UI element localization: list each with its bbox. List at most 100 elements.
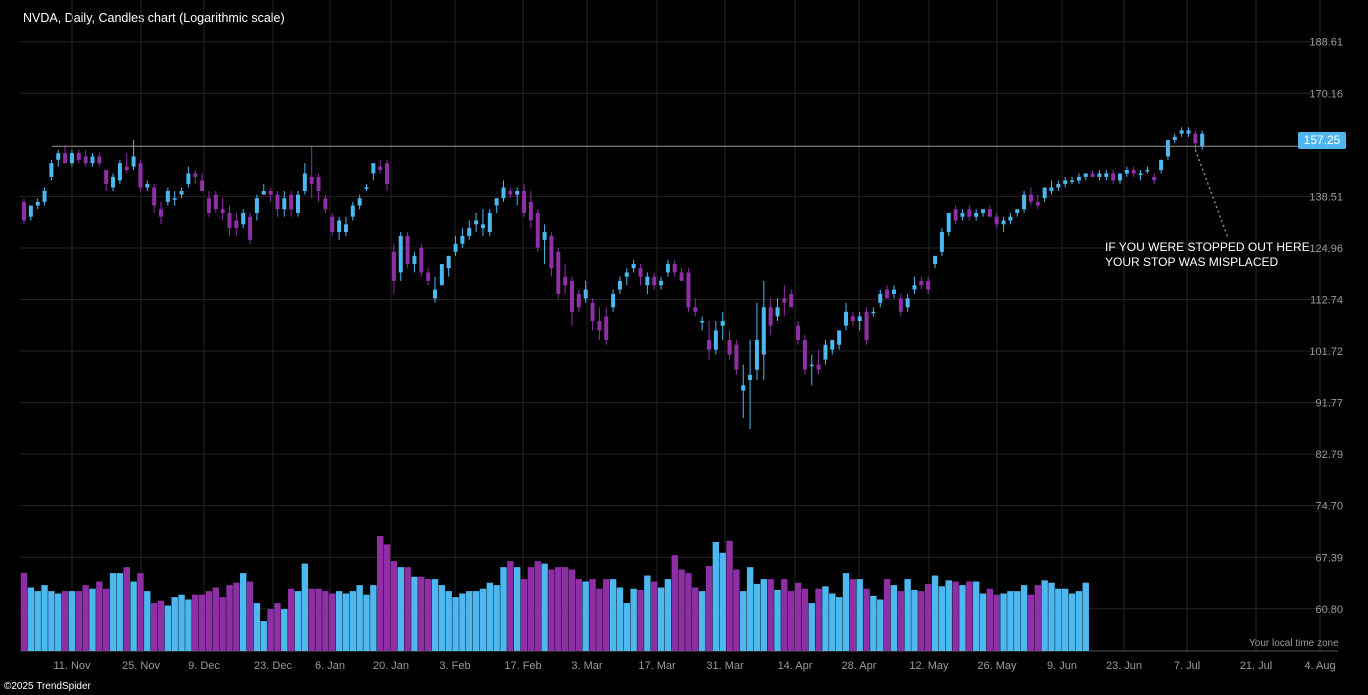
candle-body <box>35 201 40 206</box>
candle-body <box>1001 220 1006 225</box>
volume-bar <box>575 579 583 651</box>
candle-body <box>1186 130 1191 134</box>
volume-bar <box>582 581 589 651</box>
volume-bar <box>96 581 103 651</box>
candle-body <box>981 209 985 213</box>
candle-body <box>597 321 602 331</box>
candle-body <box>905 298 910 308</box>
volume-bar <box>760 579 767 651</box>
candle-body <box>1138 173 1143 175</box>
candle-body <box>56 153 61 160</box>
candle-body <box>659 280 664 286</box>
candle-body <box>439 264 444 286</box>
volume-bar <box>466 591 473 651</box>
volume-bar <box>1075 591 1083 651</box>
volume-bar <box>171 597 178 651</box>
volume-bar <box>1048 582 1055 651</box>
candle-body <box>275 194 280 210</box>
volume-bar <box>637 589 644 651</box>
volume-bar <box>507 561 514 651</box>
candle-body <box>227 212 232 229</box>
candle-body <box>768 307 773 326</box>
timezone-label[interactable]: Your local time zone <box>1249 638 1339 649</box>
candle-body <box>1145 170 1150 172</box>
x-tick-label: 4. Aug <box>1304 660 1335 672</box>
x-tick-label: 11. Nov <box>53 660 91 672</box>
volume-bar <box>685 573 692 651</box>
volume-bar <box>500 567 507 651</box>
volume-bar <box>856 579 863 651</box>
y-tick-label: 112.74 <box>1310 295 1343 307</box>
volume-bar <box>794 582 802 651</box>
candle-body <box>570 280 574 312</box>
candle-body <box>165 191 170 202</box>
volume-bar <box>294 591 302 651</box>
candle-body <box>1070 180 1075 182</box>
candle-body <box>754 339 759 370</box>
candle-body <box>748 374 753 381</box>
candle-body <box>330 216 335 233</box>
volume-bar <box>849 579 857 651</box>
y-tick-label: 170.16 <box>1309 88 1343 100</box>
volume-bar <box>383 544 391 651</box>
volume-bar <box>260 621 267 651</box>
volume-bar <box>767 579 774 651</box>
candle-body <box>63 153 68 164</box>
candle-body <box>296 194 300 213</box>
volume-bar <box>527 567 535 651</box>
volume-bar <box>603 579 610 651</box>
candle-body <box>337 220 342 233</box>
volume-bar <box>548 569 555 651</box>
candle-body <box>241 212 246 225</box>
candle-body <box>90 156 95 164</box>
candle-body <box>1056 183 1061 188</box>
volume-bar <box>287 588 295 651</box>
volume-bar <box>363 594 370 651</box>
candle-body <box>837 330 842 345</box>
candle-body <box>42 191 47 202</box>
volume-bar <box>301 563 309 651</box>
candle-body <box>22 201 26 221</box>
candle-body <box>700 321 705 323</box>
volume-bar <box>644 575 651 651</box>
candle-body <box>844 311 848 326</box>
volume-bar <box>774 589 781 651</box>
candle-body <box>693 307 698 312</box>
volume-bar <box>240 573 247 651</box>
volume-bar <box>205 591 213 651</box>
candle-body <box>576 293 581 308</box>
candle-body <box>967 209 972 217</box>
candle-body <box>741 385 746 391</box>
candle-body <box>707 339 711 350</box>
volume-bar <box>164 605 172 651</box>
volume-bar <box>424 579 432 651</box>
x-tick-label: 25. Nov <box>122 660 160 672</box>
volume-bar <box>418 576 425 651</box>
volume-bar <box>931 575 939 651</box>
volume-bar <box>479 588 487 651</box>
volume-bar <box>48 591 55 651</box>
volume-bar <box>945 580 952 651</box>
candle-body <box>563 276 568 286</box>
candle-body <box>206 198 211 213</box>
candle-body <box>343 224 348 233</box>
candle-body <box>83 156 88 164</box>
volume-bar <box>589 579 596 651</box>
candle-body <box>186 173 191 184</box>
volume-bar <box>959 585 966 651</box>
volume-bar <box>411 576 418 651</box>
candle-body <box>1159 159 1164 171</box>
candle-body <box>213 194 218 210</box>
candle-body <box>542 232 547 240</box>
copyright: ©2025 TrendSpider <box>4 681 91 692</box>
candle-body <box>528 201 533 221</box>
candle-body <box>617 280 622 290</box>
candle-body <box>878 293 883 303</box>
candle-body <box>782 298 787 303</box>
volume-bar <box>75 591 82 651</box>
volume-bar <box>267 609 274 651</box>
candle-body <box>1008 216 1013 221</box>
volume-bar <box>377 536 384 651</box>
candle-body <box>583 289 588 299</box>
